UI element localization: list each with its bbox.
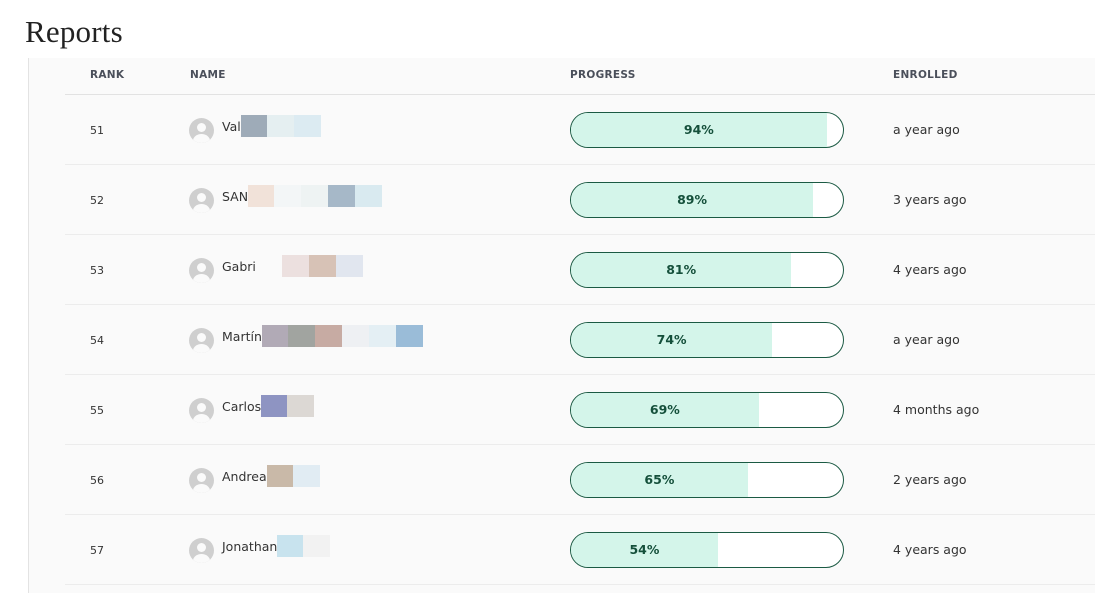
- rank-cell: 54: [90, 334, 104, 347]
- enrolled-cell: a year ago: [893, 332, 960, 347]
- enrolled-cell: 3 years ago: [893, 192, 967, 207]
- enrolled-cell: 4 months ago: [893, 402, 980, 417]
- progress-fill: [571, 253, 792, 287]
- progress-label: 94%: [683, 122, 714, 137]
- redacted-name-block: [266, 465, 320, 487]
- progress-fill: [571, 393, 759, 427]
- header-enrolled[interactable]: ENROLLED: [893, 69, 958, 81]
- avatar: [189, 257, 214, 283]
- rank-cell: 52: [90, 194, 104, 207]
- table-row[interactable]: 51 Val 94% a year ago: [65, 95, 1095, 165]
- header-name[interactable]: NAME: [190, 69, 226, 81]
- progress-fill: [571, 183, 814, 217]
- student-name[interactable]: Val: [222, 118, 241, 134]
- rank-cell: 57: [90, 544, 104, 557]
- progress-bar: 65%: [570, 462, 844, 498]
- enrolled-cell: 2 years ago: [893, 472, 967, 487]
- avatar: [189, 467, 214, 493]
- progress-bar: 69%: [570, 392, 844, 428]
- redacted-name-block: [261, 325, 423, 347]
- progress-bar: 89%: [570, 182, 844, 218]
- enrolled-cell: a year ago: [893, 122, 960, 137]
- header-progress[interactable]: PROGRESS: [570, 69, 636, 81]
- student-name[interactable]: Gabri: [222, 258, 256, 274]
- progress-label: 74%: [656, 332, 687, 347]
- rank-cell: 51: [90, 124, 104, 137]
- table-row[interactable]: 54 Martín 74% a year ago: [65, 305, 1095, 375]
- progress-bar: 54%: [570, 532, 844, 568]
- progress-label: 54%: [629, 542, 660, 557]
- name-cell[interactable]: Jonathan: [189, 535, 331, 563]
- progress-bar: 81%: [570, 252, 844, 288]
- avatar: [189, 397, 214, 423]
- name-cell[interactable]: Andrea: [189, 465, 320, 493]
- table-row[interactable]: 56 Andrea 65% 2 years ago: [65, 445, 1095, 515]
- progress-fill: [571, 113, 827, 147]
- enrolled-cell: 4 years ago: [893, 542, 967, 557]
- progress-bar: 74%: [570, 322, 844, 358]
- enrolled-cell: 4 years ago: [893, 262, 967, 277]
- redacted-name-block: [248, 185, 383, 207]
- avatar: [189, 327, 214, 353]
- progress-fill: [571, 533, 718, 567]
- progress-label: 89%: [677, 192, 707, 207]
- avatar: [189, 537, 214, 563]
- table-row[interactable]: 52 SAN 89% 3 years ago: [65, 165, 1095, 235]
- name-cell[interactable]: Martín: [189, 325, 423, 353]
- progress-fill: [571, 463, 748, 497]
- name-cell[interactable]: Gabri: [189, 255, 363, 283]
- reports-table: RANK NAME PROGRESS ENROLLED 51 Val 94% a ye…: [65, 58, 1095, 585]
- rank-cell: 53: [90, 264, 104, 277]
- avatar: [189, 187, 214, 213]
- name-cell[interactable]: Val: [189, 115, 321, 143]
- name-cell[interactable]: Carlos: [189, 395, 315, 423]
- student-name[interactable]: Jonathan: [222, 538, 278, 554]
- redacted-name-block: [255, 255, 363, 277]
- table-row[interactable]: 57 Jonathan 54% 4 years ago: [65, 515, 1095, 585]
- student-name[interactable]: Carlos: [222, 398, 262, 414]
- avatar: [189, 117, 214, 143]
- student-name[interactable]: Andrea: [222, 468, 267, 484]
- table-row[interactable]: 53 Gabri 81% 4 years ago: [65, 235, 1095, 305]
- table-header: RANK NAME PROGRESS ENROLLED: [65, 58, 1095, 95]
- redacted-name-block: [240, 115, 321, 137]
- header-rank[interactable]: RANK: [90, 69, 125, 81]
- reports-panel: RANK NAME PROGRESS ENROLLED 51 Val 94% a ye…: [28, 58, 1095, 593]
- progress-bar: 94%: [570, 112, 844, 148]
- page-title: Reports: [25, 14, 123, 49]
- progress-label: 81%: [666, 262, 697, 277]
- table-row[interactable]: 55 Carlos 69% 4 months ago: [65, 375, 1095, 445]
- redacted-name-block: [277, 535, 331, 557]
- name-cell[interactable]: SAN: [189, 185, 383, 213]
- redacted-name-block: [261, 395, 315, 417]
- rank-cell: 55: [90, 404, 104, 417]
- student-name[interactable]: SAN: [222, 188, 249, 204]
- progress-fill: [571, 323, 773, 357]
- progress-label: 65%: [644, 472, 675, 487]
- table-body: 51 Val 94% a year ago 52 SAN 89% 3 years ago 53 G…: [65, 95, 1095, 585]
- student-name[interactable]: Martín: [222, 328, 262, 344]
- rank-cell: 56: [90, 474, 104, 487]
- progress-label: 69%: [649, 402, 680, 417]
